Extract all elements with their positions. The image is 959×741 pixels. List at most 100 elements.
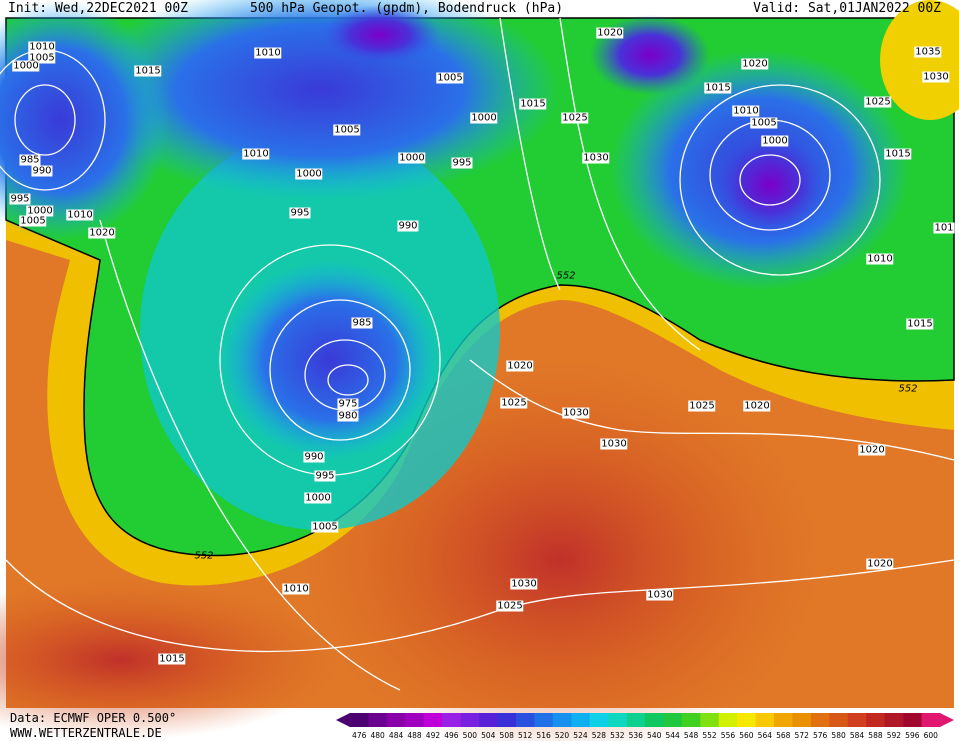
colorbar-label: 488 xyxy=(407,731,422,740)
colorbar-arrow xyxy=(336,713,350,727)
colorbar-label: 564 xyxy=(758,731,773,740)
isobar-label: 1015 xyxy=(704,82,732,94)
colorbar-label: 592 xyxy=(887,731,902,740)
warm-area xyxy=(880,0,959,120)
colorbar-swatch xyxy=(866,713,886,727)
colorbar-label: 480 xyxy=(370,731,385,740)
colorbar-swatch xyxy=(350,713,369,727)
isobar-label: 1000 xyxy=(12,60,40,72)
isobar xyxy=(679,84,881,276)
colorbar-swatch xyxy=(626,713,646,727)
isobar-label: 1005 xyxy=(436,72,464,84)
map-title: 500 hPa Geopot. (gpdm), Bodendruck (hPa) xyxy=(250,1,564,16)
isobar-label: 1025 xyxy=(500,397,528,409)
isobar-label: 1010 xyxy=(732,105,760,117)
colorbar-label: 476 xyxy=(352,731,367,740)
isobar-label: 975 xyxy=(337,398,359,410)
colorbar-swatch xyxy=(423,713,443,727)
colorbar-swatch xyxy=(921,713,941,727)
isobar-label: 1015 xyxy=(519,98,547,110)
isobar-label: 1020 xyxy=(743,400,771,412)
isobar-label: 1005 xyxy=(333,124,361,136)
colorbar-label: 504 xyxy=(481,731,496,740)
isobar-label: 1010 xyxy=(242,148,270,160)
colorbar-swatch xyxy=(479,713,498,727)
colorbar-label: 484 xyxy=(389,731,404,740)
colorbar-label: 496 xyxy=(444,731,459,740)
colorbar-swatch xyxy=(552,713,572,727)
isobar-label: 1010 xyxy=(28,41,56,53)
isobar-label: 990 xyxy=(303,451,325,463)
isobar-label: 995 xyxy=(314,470,336,482)
isobar xyxy=(269,299,411,441)
colorbar-swatch xyxy=(884,713,904,727)
isobar xyxy=(327,364,369,396)
isobar-label: 1030 xyxy=(562,407,590,419)
colorbar-label: 524 xyxy=(573,731,588,740)
colorbar-label: 544 xyxy=(665,731,680,740)
height-label: 552 xyxy=(898,383,918,395)
colorbar-label: 588 xyxy=(868,731,883,740)
height-label: 552 xyxy=(194,550,214,562)
colorbar-swatch xyxy=(903,713,923,727)
isobar-label: 1005 xyxy=(19,215,47,227)
valid-time: Valid: Sat,01JAN2022 00Z xyxy=(753,1,941,16)
colorbar-swatch xyxy=(737,713,757,727)
isobar-label: 995 xyxy=(451,157,473,169)
isobar-label: 1000 xyxy=(26,205,54,217)
isobar-label: 980 xyxy=(337,410,359,422)
isobar-label: 1020 xyxy=(866,558,894,570)
colorbar-swatch xyxy=(755,713,775,727)
website: WWW.WETTERZENTRALE.DE xyxy=(10,726,162,740)
isobar xyxy=(469,359,955,461)
colorbar-label: 596 xyxy=(905,731,920,740)
colorbar-swatch xyxy=(608,713,628,727)
isobar xyxy=(499,17,561,291)
cold-area xyxy=(80,0,560,200)
isobars xyxy=(0,17,955,691)
isobar-label: 1000 xyxy=(295,168,323,180)
colorbar-label: 600 xyxy=(924,731,939,740)
colorbar-label: 572 xyxy=(795,731,810,740)
colorbar-swatch xyxy=(810,713,830,727)
isobar-label: 1010 xyxy=(866,253,894,265)
colorbar-swatch xyxy=(571,713,591,727)
isobar-label: 1015 xyxy=(884,148,912,160)
colorbar-swatch xyxy=(700,713,720,727)
colorbar-label: 532 xyxy=(610,731,625,740)
isobar-label: 1005 xyxy=(28,52,56,64)
isobar-label: 1030 xyxy=(600,438,628,450)
colorbar-label: 492 xyxy=(426,731,441,740)
colorbar-label: 568 xyxy=(776,731,791,740)
colorbar-arrow xyxy=(940,713,954,727)
colorbar-label: 580 xyxy=(831,731,846,740)
isobar-label: 1035 xyxy=(914,46,942,58)
isobar-label: 1025 xyxy=(496,600,524,612)
colorbar-label: 556 xyxy=(721,731,736,740)
colorbar-label: 512 xyxy=(518,731,533,740)
isobar-label: 995 xyxy=(289,207,311,219)
isobar-label: 1030 xyxy=(922,71,950,83)
colorbar-label: 552 xyxy=(702,731,717,740)
colorbar-label: 548 xyxy=(684,731,699,740)
cold-core xyxy=(710,130,830,240)
colorbar-label: 560 xyxy=(739,731,754,740)
colorbar-swatch xyxy=(829,713,849,727)
isobar-label: 1030 xyxy=(646,589,674,601)
colorbar-swatch xyxy=(497,713,517,727)
colorbar-swatch xyxy=(515,713,535,727)
isobar-label: 1030 xyxy=(582,152,610,164)
colorbar-label: 540 xyxy=(647,731,662,740)
isobar-label: 990 xyxy=(397,220,419,232)
isobar-label: 990 xyxy=(31,165,53,177)
isobar-label: 1005 xyxy=(750,117,778,129)
colorbar-swatch xyxy=(460,713,480,727)
isobar xyxy=(559,17,701,351)
isobar xyxy=(304,339,386,411)
isobar-label: 1015 xyxy=(134,65,162,77)
colorbar-swatch xyxy=(405,713,425,727)
isobar xyxy=(14,84,76,156)
colorbar-swatch xyxy=(589,713,609,727)
